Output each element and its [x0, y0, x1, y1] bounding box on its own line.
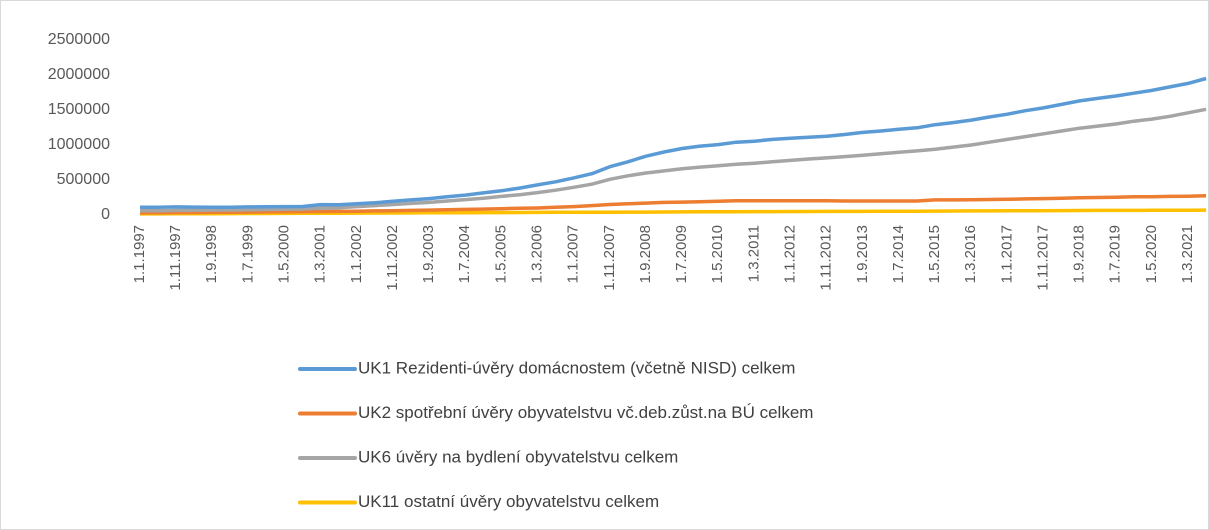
- legend-label: UK11 ostatní úvěry obyvatelstvu celkem: [358, 492, 659, 511]
- x-tick-label: 1.1.2017: [998, 225, 1015, 283]
- x-tick-label: 1.7.2009: [673, 225, 690, 283]
- x-tick-label: 1.1.2007: [565, 225, 582, 283]
- x-tick-label: 1.5.2010: [709, 225, 726, 283]
- y-tick-label: 2000000: [48, 66, 110, 83]
- legend-label: UK1 Rezidenti-úvěry domácnostem (včetně …: [358, 358, 795, 377]
- x-tick-label: 1.9.2013: [854, 225, 871, 283]
- y-tick-label: 1500000: [48, 101, 110, 118]
- x-tick-label: 1.5.2000: [276, 225, 293, 283]
- x-tick-label: 1.11.1997: [167, 225, 184, 291]
- x-tick-label: 1.3.2011: [745, 225, 762, 282]
- legend-label: UK6 úvěry na bydlení obyvatelstvu celkem: [358, 447, 678, 466]
- series-line: [139, 76, 1207, 210]
- y-tick-label: 2500000: [48, 31, 110, 48]
- x-tick-label: 1.7.2014: [890, 225, 907, 283]
- x-tick-label: 1.3.2016: [962, 225, 979, 283]
- x-tick-label: 1.5.2020: [1143, 225, 1160, 283]
- y-tick-label: 0: [101, 206, 110, 223]
- legend-label: UK2 spotřební úvěry obyvatelstvu vč.deb.…: [358, 403, 813, 422]
- x-tick-label: 1.9.2008: [637, 225, 654, 283]
- x-tick-label: 1.7.2004: [456, 225, 473, 283]
- x-tick-label: 1.1.2002: [348, 225, 365, 283]
- x-tick-label: 1.11.2017: [1034, 225, 1051, 291]
- x-tick-label: 1.3.2006: [529, 225, 546, 283]
- y-tick-label: 1000000: [48, 136, 110, 153]
- x-tick-label: 1.11.2007: [601, 225, 618, 291]
- series-line: [140, 208, 1207, 216]
- x-tick-label: 1.1.1997: [131, 225, 148, 283]
- x-tick-label: 1.7.1999: [239, 225, 256, 283]
- x-tick-label: 1.11.2012: [818, 225, 835, 291]
- series-line: [139, 194, 1207, 215]
- y-tick-label: 500000: [57, 171, 110, 188]
- x-tick-label: 1.5.2005: [492, 225, 509, 283]
- x-tick-label: 1.3.2021: [1179, 225, 1196, 283]
- series-line: [139, 107, 1207, 213]
- x-tick-label: 1.3.2001: [312, 225, 329, 283]
- x-tick-label: 1.9.2018: [1071, 225, 1088, 283]
- x-tick-label: 1.11.2002: [384, 225, 401, 291]
- x-tick-label: 1.7.2019: [1107, 225, 1124, 283]
- x-tick-label: 1.9.1998: [203, 225, 220, 283]
- x-tick-label: 1.5.2015: [926, 225, 943, 283]
- x-tick-label: 1.9.2003: [420, 225, 437, 283]
- x-tick-label: 1.1.2012: [781, 225, 798, 283]
